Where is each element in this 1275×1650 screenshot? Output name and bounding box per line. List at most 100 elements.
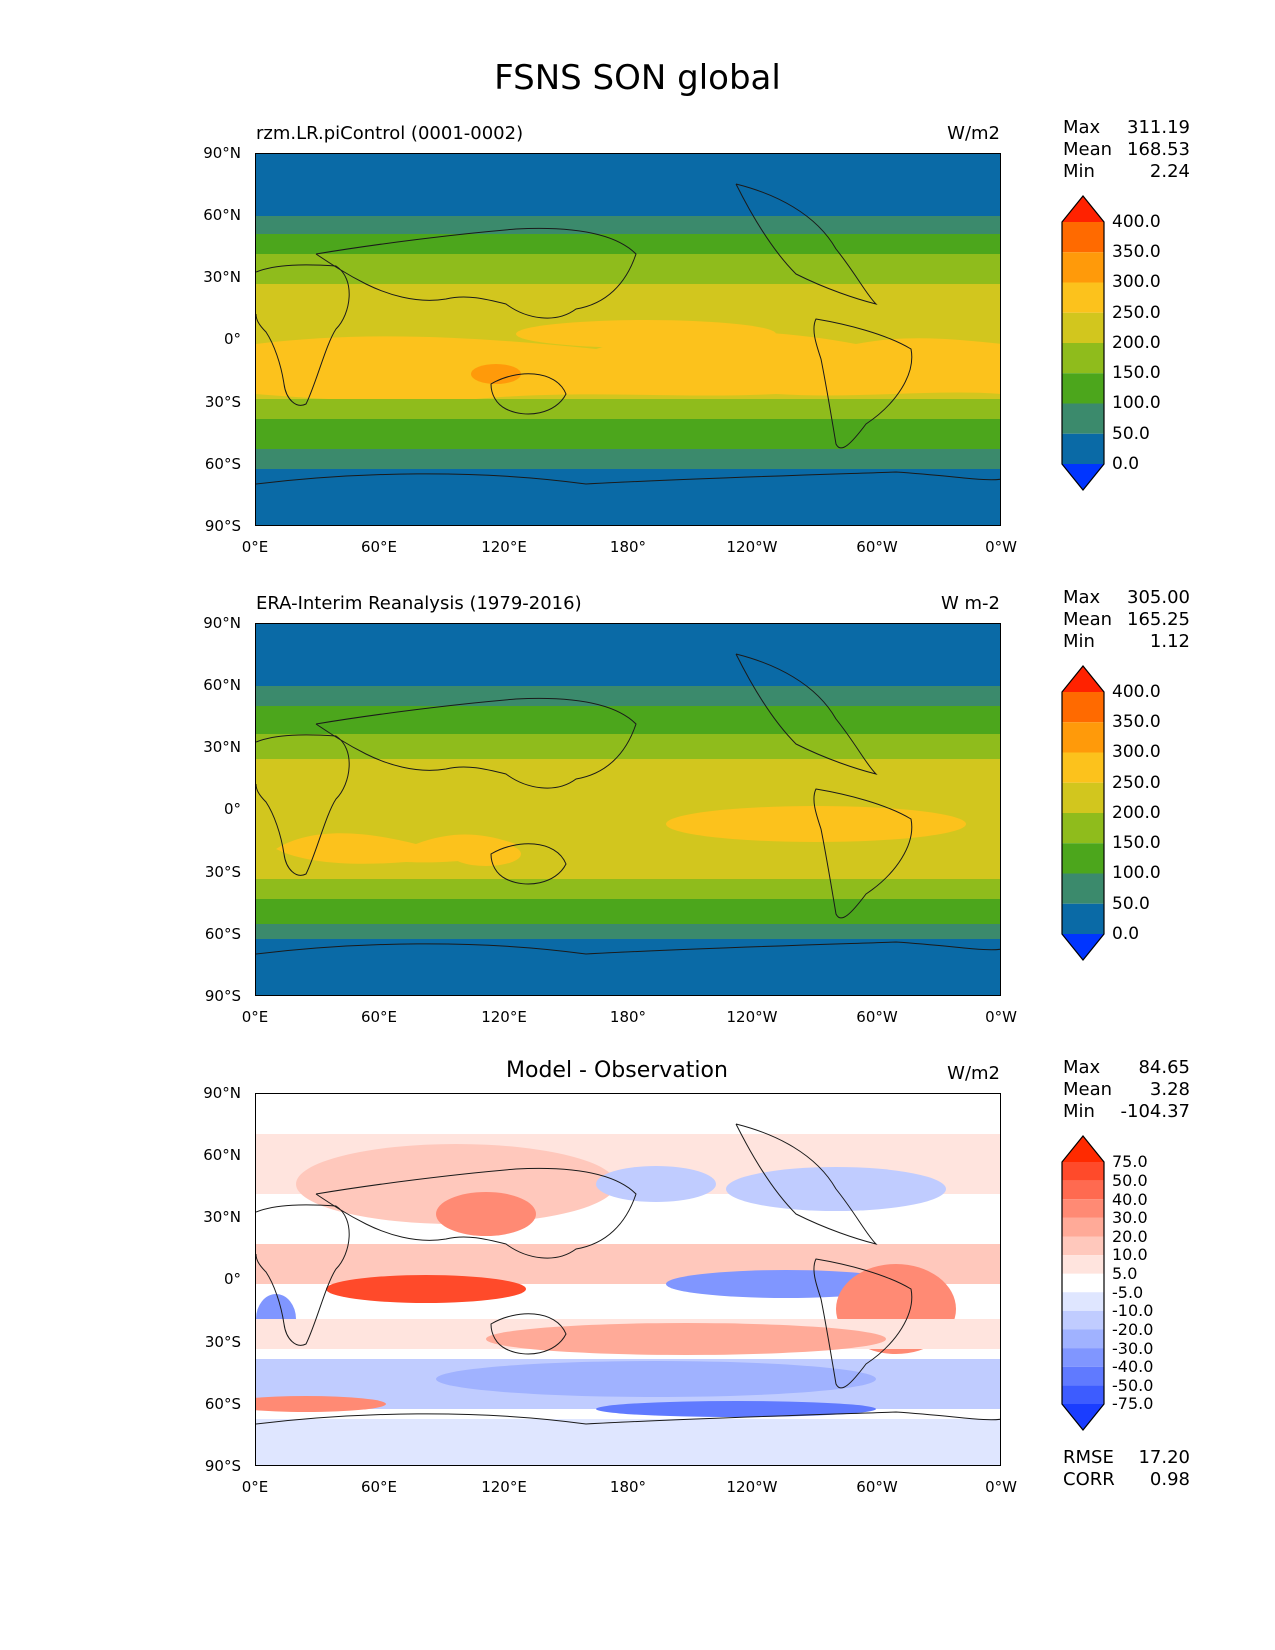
p1-max-key: Max: [1063, 117, 1101, 138]
panel-3-title: Model - Observation: [506, 1058, 728, 1083]
p1-lat-tick-5: 60°S: [204, 455, 241, 473]
p2-lat-tick-6: 90°S: [204, 987, 241, 1005]
panel-1-field: [256, 154, 1000, 525]
colorbar-tick-label: 10.0: [1112, 1245, 1148, 1265]
p2-lon-tick-1: 60°E: [360, 1008, 398, 1026]
p3-rmse-key: RMSE: [1063, 1447, 1114, 1468]
colorbar-segment: [1062, 1199, 1104, 1218]
colorbar-tick-label: 75.0: [1112, 1152, 1148, 1172]
panel-1-map: [255, 153, 1001, 526]
p1-mean-value: 168.53: [1127, 139, 1190, 160]
colorbar-segment: [1062, 934, 1104, 960]
panel-2-map: [255, 623, 1001, 996]
colorbar-tick-label: 350.0: [1112, 242, 1161, 263]
p1-lat-tick-0: 90°N: [203, 144, 241, 162]
colorbar-tick-label: 50.0: [1112, 423, 1150, 444]
colorbar-segment: [1062, 1136, 1104, 1162]
p3-max-value: 84.65: [1138, 1057, 1190, 1078]
p3-lon-tick-2: 120°E: [481, 1478, 527, 1496]
p3-lat-tick-3: 0°: [223, 1270, 241, 1288]
p3-lat-tick-4: 30°S: [204, 1333, 241, 1351]
colorbar-tick-label: -30.0: [1112, 1338, 1154, 1358]
p3-lon-tick-3: 180°: [609, 1478, 647, 1496]
colorbar-segment: [1062, 843, 1104, 874]
colorbar-segment: [1062, 1273, 1104, 1293]
colorbar-tick-label: 5.0: [1112, 1264, 1138, 1284]
colorbar-tick-label: 20.0: [1112, 1226, 1148, 1246]
p3-min-key: Min: [1063, 1101, 1095, 1122]
colorbar-segment: [1062, 373, 1104, 404]
p3-corr-value: 0.98: [1149, 1469, 1190, 1490]
p3-mean-key: Mean: [1063, 1079, 1113, 1100]
colorbar-tick-label: 150.0: [1112, 363, 1161, 384]
panel-2-units: W m-2: [940, 593, 1000, 614]
p3-lon-tick-4: 120°W: [726, 1478, 778, 1496]
p3-corr-key: CORR: [1063, 1469, 1115, 1490]
p2-mean-value: 165.25: [1127, 609, 1190, 630]
p3-max-key: Max: [1063, 1057, 1101, 1078]
colorbar-tick-label: 100.0: [1112, 863, 1161, 884]
colorbar-segment: [1062, 433, 1104, 464]
p3-lat-tick-6: 90°S: [204, 1457, 241, 1475]
colorbar-tick-label: 50.0: [1112, 1171, 1148, 1190]
p3-lat-tick-0: 90°N: [203, 1084, 241, 1102]
colorbar-segment: [1062, 1385, 1104, 1404]
colorbar-tick-label: -20.0: [1112, 1319, 1154, 1339]
p1-lon-tick-3: 180°: [609, 538, 647, 556]
colorbar-segment: [1062, 222, 1104, 253]
p2-lon-tick-0: 0°E: [241, 1008, 269, 1026]
colorbar-segment: [1062, 903, 1104, 934]
colorbar-tick-label: 200.0: [1112, 802, 1161, 823]
colorbar-segment: [1062, 1255, 1104, 1274]
colorbar-tick-label: 40.0: [1112, 1189, 1148, 1209]
colorbar-segment: [1062, 464, 1104, 490]
colorbar-segment: [1062, 282, 1104, 313]
p3-lon-tick-1: 60°E: [360, 1478, 398, 1496]
colorbar-tick-label: 350.0: [1112, 712, 1161, 733]
p1-max-value: 311.19: [1127, 117, 1190, 138]
colorbar-tick-label: 400.0: [1112, 211, 1161, 232]
colorbar-segment: [1062, 782, 1104, 813]
colorbar-segment: [1062, 1180, 1104, 1200]
panel-3-field: [256, 1094, 1000, 1465]
colorbar-tick-label: 300.0: [1112, 742, 1161, 763]
panel-1-label: rzm.LR.piControl (0001-0002): [256, 123, 524, 144]
panel-2-label: ERA-Interim Reanalysis (1979-2016): [256, 593, 582, 614]
panel-2-field: [256, 624, 1000, 995]
p2-lat-tick-1: 60°N: [203, 676, 241, 694]
colorbar-tick-label: 150.0: [1112, 833, 1161, 854]
p2-lon-tick-5: 60°W: [856, 1008, 898, 1026]
panel-1-units: W/m2: [947, 123, 1000, 144]
colorbar-segment: [1062, 1404, 1104, 1430]
colorbar-tick-label: 0.0: [1112, 923, 1140, 944]
p2-lat-tick-2: 30°N: [203, 738, 241, 756]
p1-lon-tick-4: 120°W: [726, 538, 778, 556]
colorbar-segment: [1062, 1348, 1104, 1367]
colorbar-segment: [1062, 813, 1104, 844]
p2-lat-tick-3: 0°: [223, 800, 241, 818]
p2-colorbar: [1061, 665, 1105, 961]
panel-3-units: W/m2: [947, 1063, 1000, 1084]
figure-title: FSNS SON global: [494, 58, 781, 98]
colorbar-segment: [1062, 722, 1104, 753]
p3-lon-tick-5: 60°W: [856, 1478, 898, 1496]
p2-min-value: 1.12: [1149, 631, 1190, 652]
colorbar-segment: [1062, 252, 1104, 283]
colorbar-tick-label: 250.0: [1112, 772, 1161, 793]
colorbar-segment: [1062, 343, 1104, 374]
colorbar-tick-label: -75.0: [1112, 1394, 1154, 1414]
p2-lon-tick-3: 180°: [609, 1008, 647, 1026]
colorbar-segment: [1062, 1162, 1104, 1181]
colorbar-segment: [1062, 1329, 1104, 1349]
colorbar-segment: [1062, 312, 1104, 343]
panel-3-map: [255, 1093, 1001, 1466]
colorbar-segment: [1062, 1236, 1104, 1256]
colorbar-segment: [1062, 1366, 1104, 1386]
p3-lon-tick-0: 0°E: [241, 1478, 269, 1496]
p3-colorbar: [1061, 1135, 1105, 1431]
p1-lat-tick-2: 30°N: [203, 268, 241, 286]
p3-mean-value: 3.28: [1149, 1079, 1190, 1100]
colorbar-segment: [1062, 692, 1104, 723]
p1-lat-tick-6: 90°S: [204, 517, 241, 535]
colorbar-tick-label: -50.0: [1112, 1375, 1154, 1395]
